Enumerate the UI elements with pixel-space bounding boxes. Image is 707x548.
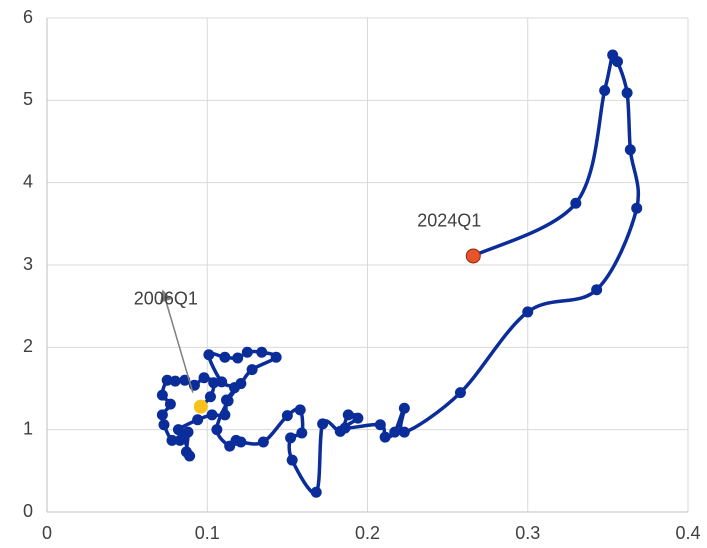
point [222, 395, 234, 407]
point [631, 202, 643, 214]
point [339, 422, 351, 434]
point [179, 374, 191, 386]
point [156, 389, 168, 401]
y-tick-label: 3 [23, 254, 33, 274]
point [219, 409, 231, 421]
x-tick-label: 0 [42, 523, 52, 543]
point [570, 197, 582, 209]
point [219, 351, 231, 363]
point [294, 404, 306, 416]
point [465, 248, 481, 264]
point [374, 419, 386, 431]
annotation: 2006Q1 [134, 288, 198, 308]
point [286, 454, 298, 466]
point [607, 49, 619, 61]
y-tick-label: 2 [23, 336, 33, 356]
point [398, 402, 410, 414]
point [211, 424, 223, 436]
y-tick-label: 4 [23, 171, 33, 191]
point [454, 387, 466, 399]
point [342, 409, 354, 421]
point [172, 424, 184, 436]
point [203, 349, 215, 361]
point [208, 377, 220, 389]
point [216, 376, 228, 388]
point [624, 144, 636, 156]
point [204, 391, 216, 403]
y-tick-label: 5 [23, 89, 33, 109]
x-tick-label: 0.4 [675, 523, 700, 543]
point [398, 426, 410, 438]
y-tick-label: 0 [23, 501, 33, 521]
series-line [160, 51, 641, 495]
point [379, 431, 391, 443]
point [317, 418, 329, 430]
point [164, 398, 176, 410]
point [257, 436, 269, 448]
point [235, 436, 247, 448]
annotation-arrow [160, 289, 194, 393]
x-tick-label: 0.1 [195, 523, 220, 543]
point [621, 87, 633, 99]
point [232, 352, 244, 364]
point [193, 399, 208, 414]
point [241, 346, 253, 358]
point [522, 306, 534, 318]
point [156, 409, 168, 421]
x-tick-label: 0.2 [355, 523, 380, 543]
point [352, 412, 364, 424]
point [158, 419, 170, 431]
y-tick-label: 6 [23, 7, 33, 27]
point [281, 410, 293, 422]
point [206, 409, 218, 421]
point [310, 486, 322, 498]
point [389, 426, 401, 438]
point [256, 346, 268, 358]
y-tick-label: 1 [23, 418, 33, 438]
point [599, 84, 611, 96]
point [246, 364, 258, 376]
point [270, 351, 282, 363]
point [166, 434, 178, 446]
x-tick-label: 0.3 [515, 523, 540, 543]
point [235, 378, 247, 390]
point [161, 374, 173, 386]
point [285, 432, 297, 444]
point [184, 450, 196, 462]
point [591, 284, 603, 296]
point [198, 372, 210, 384]
point [192, 414, 204, 426]
annotation: 2024Q1 [417, 211, 481, 231]
point [296, 427, 308, 439]
point [169, 375, 181, 387]
